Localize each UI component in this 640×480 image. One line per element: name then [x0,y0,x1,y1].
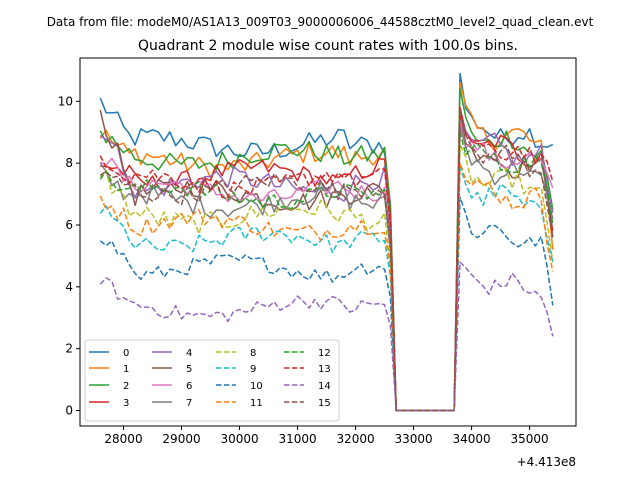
suptitle: Data from file: modeM0/AS1A13_009T03_900… [47,15,594,29]
legend-label-15: 15 [318,398,331,409]
y-axis: 0 2 4 6 8 10 [58,94,80,418]
series-line-15 [99,112,554,412]
legend-label-14: 14 [318,381,331,392]
plot-lines [99,72,554,412]
legend-label-4: 4 [186,348,192,359]
x-tick-label: 31000 [278,432,316,446]
legend-label-5: 5 [186,364,192,375]
legend-label-2: 2 [123,381,129,392]
legend-label-9: 9 [250,364,256,375]
y-tick-label: 10 [58,94,73,108]
x-tick-label: 34000 [452,432,490,446]
x-axis: 28000 29000 30000 31000 32000 33000 34000 35000 [104,426,549,446]
series-line-9 [99,165,554,412]
legend-frame [84,339,340,422]
series-line-13 [99,112,554,412]
legend-label-0: 0 [123,348,129,359]
y-tick-label: 2 [65,342,73,356]
series-line-10 [99,196,554,412]
series-line-1 [99,81,554,412]
series-line-14 [99,261,554,412]
x-tick-label: 28000 [104,432,142,446]
x-tick-label: 30000 [220,432,258,446]
x-tick-label: 29000 [162,432,200,446]
legend-label-10: 10 [250,381,263,392]
y-tick-label: 6 [65,218,73,232]
legend-label-6: 6 [186,381,192,392]
legend-label-3: 3 [123,398,129,409]
axes-frame [79,57,577,427]
x-offset-label: +4.413e8 [517,455,576,469]
legend-label-7: 7 [186,398,192,409]
series-line-8 [99,143,554,412]
chart-title: Quadrant 2 module wise count rates with … [138,38,518,54]
legend-label-1: 1 [123,364,129,375]
y-tick-label: 4 [65,280,73,294]
y-tick-label: 8 [65,156,73,170]
x-tick-label: 32000 [336,432,374,446]
legend-label-8: 8 [250,348,256,359]
series-line-11 [99,162,554,412]
y-tick-label: 0 [65,404,73,418]
legend-label-11: 11 [250,398,263,409]
legend-label-13: 13 [318,364,331,375]
x-tick-label: 35000 [510,432,548,446]
legend-label-12: 12 [318,348,331,359]
x-tick-label: 33000 [394,432,432,446]
series-line-12 [99,131,554,412]
series-line-5 [99,109,554,412]
